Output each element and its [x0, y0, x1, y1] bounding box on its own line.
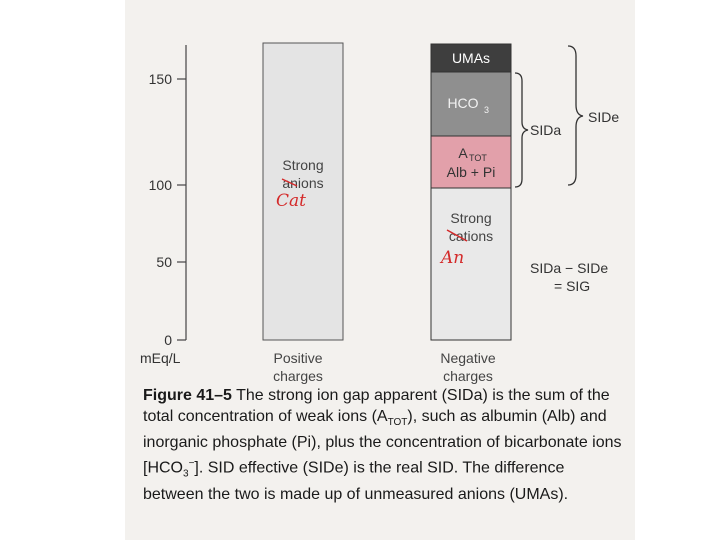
caption-part2: ), such as albumin (Alb) and inorganic p…: [143, 407, 622, 477]
handwritten-strike-right: [446, 229, 468, 242]
unit-label: mEq/L: [140, 350, 181, 366]
handwritten-note-cat: Cat: [276, 191, 306, 211]
sida-bracket: [514, 72, 529, 188]
sig-formula-line2: = SIG: [554, 278, 590, 294]
tick-label-100: 100: [149, 177, 173, 193]
strong-anions-label-line1: Strong: [282, 157, 323, 173]
atot-subscript: TOT: [469, 153, 487, 163]
strong-anions-label-line2: anions: [282, 175, 323, 191]
handwritten-strike-left: [281, 178, 298, 187]
caption-part3: ]. SID effective (SIDe) is the real SID.…: [143, 459, 569, 503]
handwritten-note-an: An: [439, 248, 464, 268]
strong-anions-bar: [262, 42, 344, 341]
caption-sup-minus: −: [188, 457, 195, 469]
caption-sub-3: 3: [183, 468, 189, 480]
side-label: SIDe: [588, 109, 619, 125]
caption-part1: The strong ion gap apparent (SIDa) is th…: [143, 387, 610, 425]
strong-cations-label-line2: cations: [449, 228, 493, 244]
x-label-negative-line1: Negative: [440, 350, 495, 366]
side-bracket: [567, 45, 584, 186]
umas-segment: [430, 43, 512, 73]
figure-label: Figure 41–5: [143, 387, 232, 404]
tick-label-50: 50: [156, 254, 172, 270]
sig-formula-line1: SIDa − SIDe: [530, 260, 608, 276]
tick-label-150: 150: [149, 71, 173, 87]
strong-cations-segment: [430, 187, 512, 341]
x-label-positive-line2: charges: [273, 368, 323, 384]
x-label-positive-line1: Positive: [273, 350, 322, 366]
atot-label-line2: Alb + Pi: [447, 164, 496, 180]
book-page: [125, 0, 635, 540]
hco3-label: HCO: [447, 95, 478, 111]
figure-caption: Figure 41–5 The strong ion gap apparent …: [143, 386, 628, 505]
tick-label-0: 0: [164, 332, 172, 348]
strong-cations-label-line1: Strong: [450, 210, 491, 226]
hco3-subscript: 3: [484, 105, 489, 115]
atot-segment: [430, 135, 512, 189]
umas-label: UMAs: [452, 50, 490, 66]
caption-sub-tot: TOT: [387, 416, 408, 428]
atot-label: A: [458, 145, 468, 161]
x-label-negative-line2: charges: [443, 368, 493, 384]
sida-label: SIDa: [530, 122, 561, 138]
